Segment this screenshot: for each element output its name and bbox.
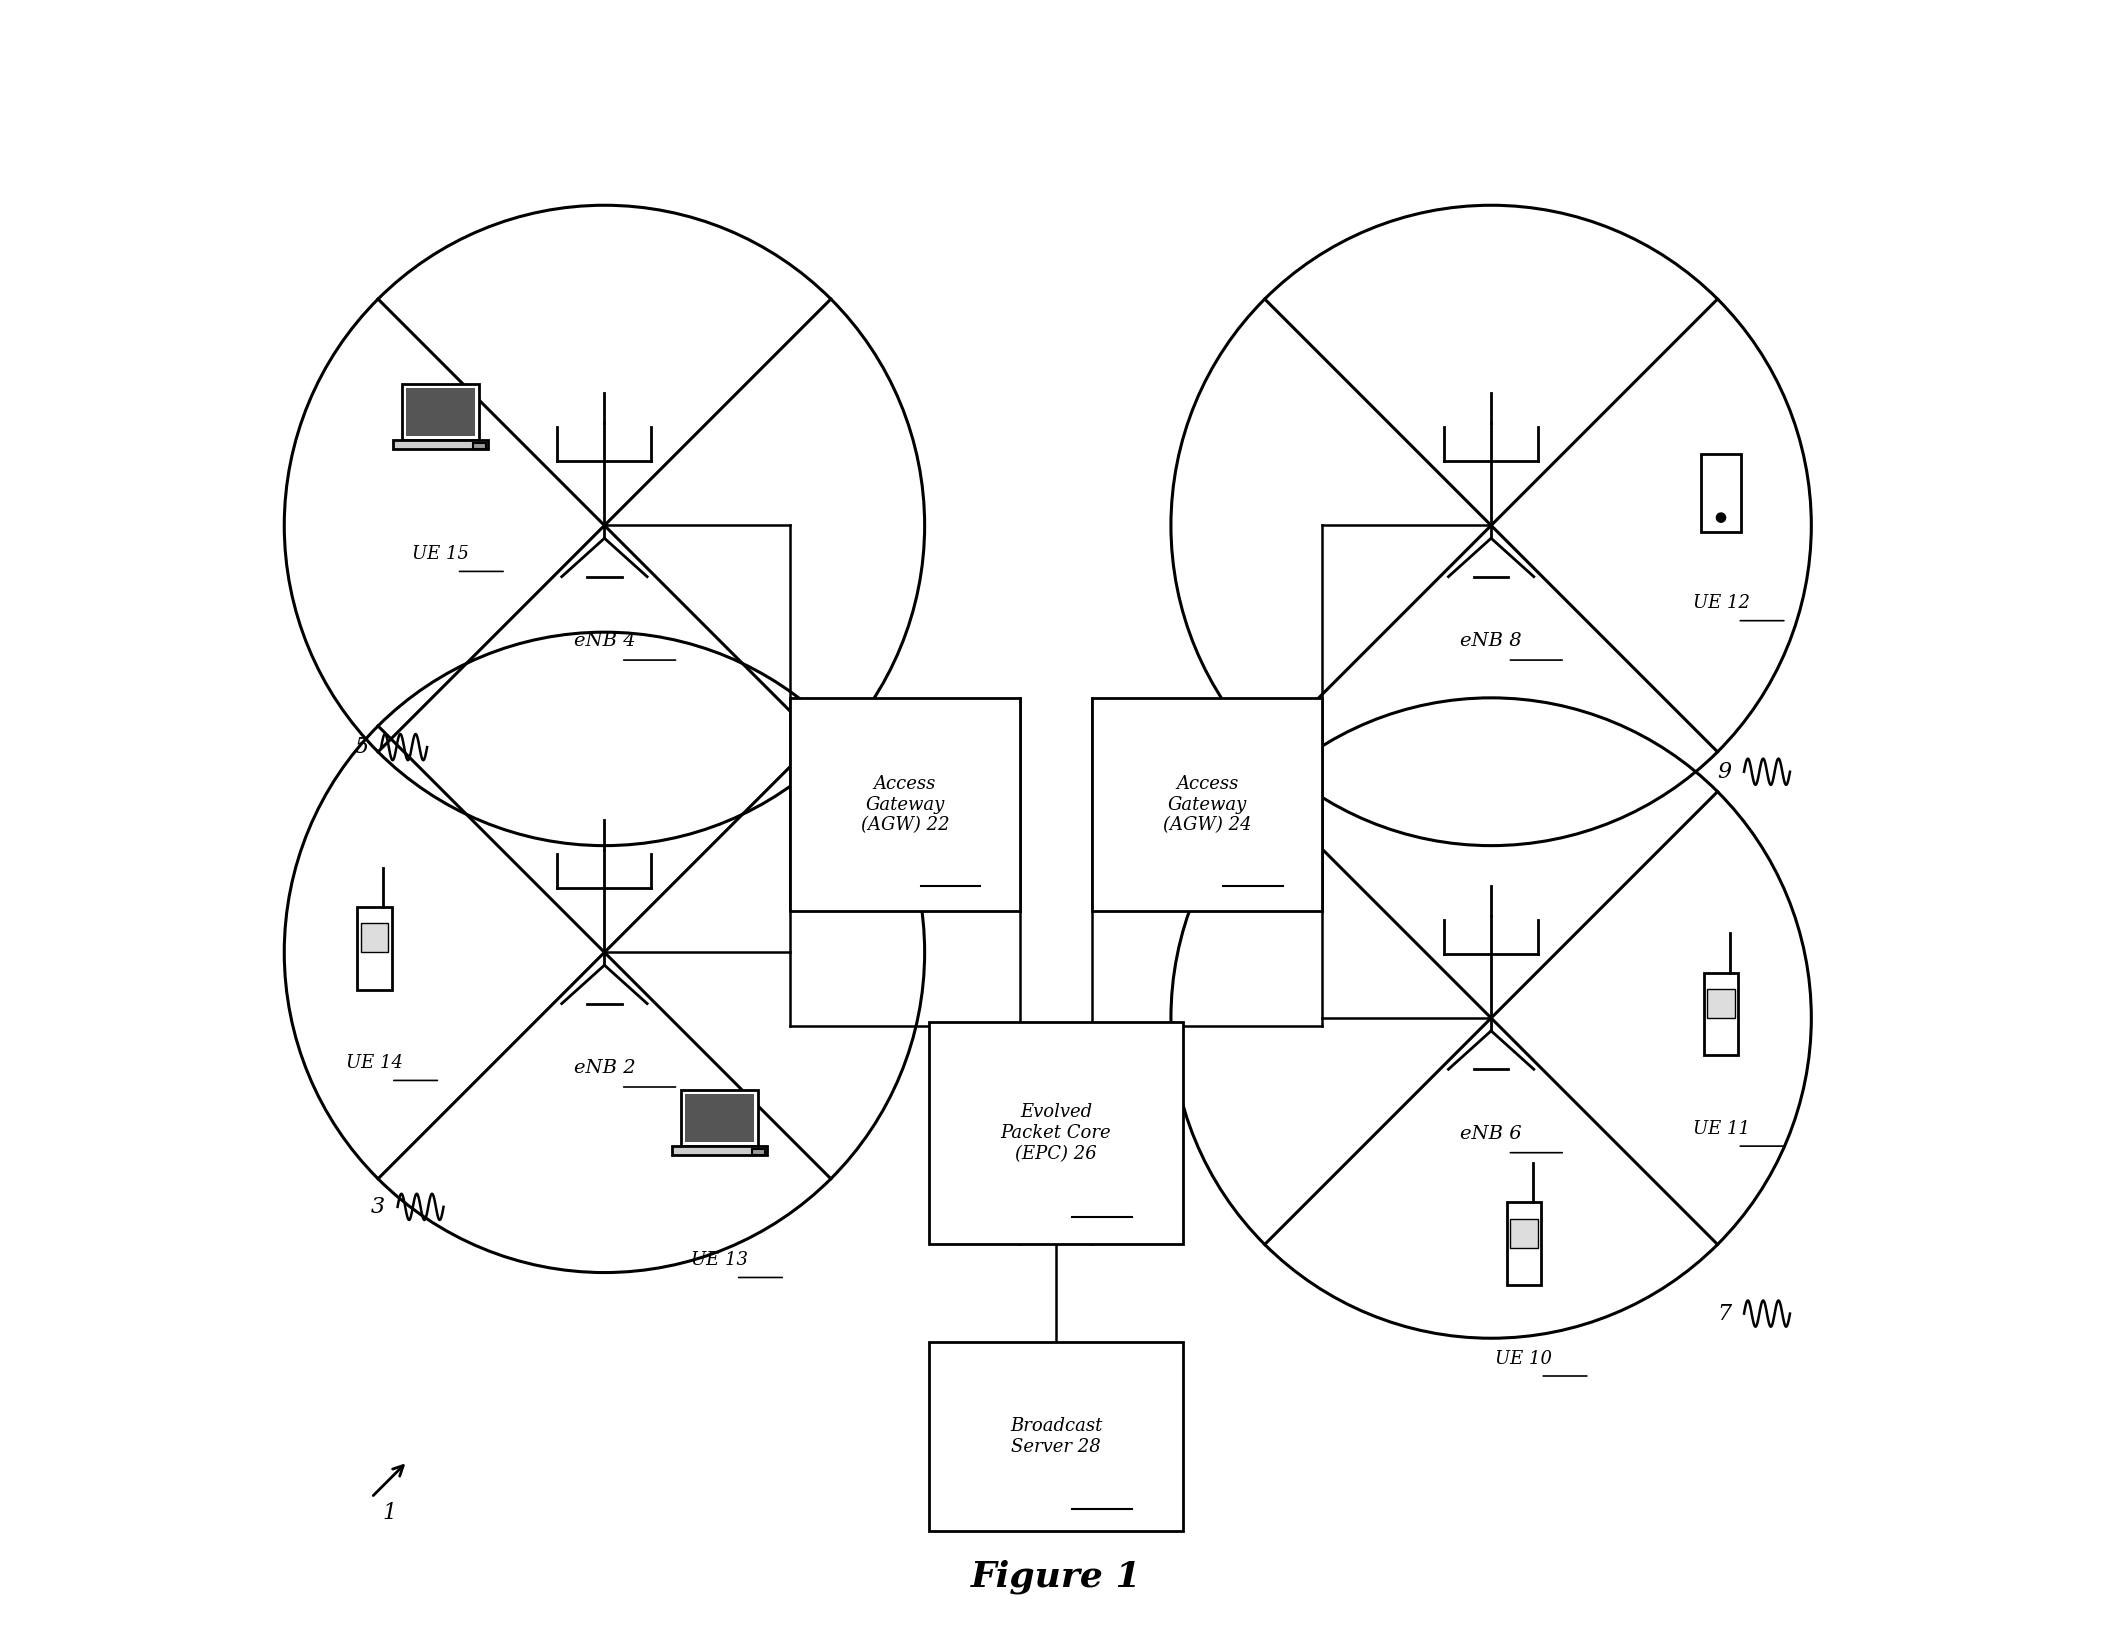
Bar xyxy=(929,1343,1183,1530)
Bar xyxy=(406,389,475,437)
Bar xyxy=(357,906,393,990)
Bar xyxy=(1706,988,1734,1018)
Text: Access
Gateway
(AGW) 22: Access Gateway (AGW) 22 xyxy=(860,775,948,834)
Bar xyxy=(1510,1218,1538,1248)
Bar xyxy=(684,1095,754,1143)
Text: eNB 6: eNB 6 xyxy=(1459,1125,1523,1143)
Text: UE 14: UE 14 xyxy=(346,1054,403,1072)
Bar xyxy=(393,440,488,450)
Text: UE 10: UE 10 xyxy=(1495,1350,1552,1368)
Text: Evolved
Packet Core
(EPC) 26: Evolved Packet Core (EPC) 26 xyxy=(1001,1103,1111,1163)
Text: 9: 9 xyxy=(1717,760,1732,783)
Text: eNB 4: eNB 4 xyxy=(574,632,636,650)
Text: 3: 3 xyxy=(372,1195,384,1218)
Text: 1: 1 xyxy=(382,1502,397,1524)
Text: Figure 1: Figure 1 xyxy=(972,1558,1140,1594)
Bar xyxy=(790,698,1020,911)
Bar xyxy=(752,1149,765,1156)
Text: UE 12: UE 12 xyxy=(1692,594,1749,612)
Bar xyxy=(672,1146,767,1156)
Bar xyxy=(929,1021,1183,1245)
Bar xyxy=(680,1090,758,1146)
Bar xyxy=(1704,972,1738,1056)
Text: eNB 2: eNB 2 xyxy=(574,1059,636,1077)
Circle shape xyxy=(1717,512,1726,522)
Bar xyxy=(1092,698,1322,911)
Text: 5: 5 xyxy=(355,736,367,759)
Text: 7: 7 xyxy=(1717,1302,1732,1325)
Bar xyxy=(1506,1202,1542,1286)
Text: UE 13: UE 13 xyxy=(691,1251,748,1269)
Bar xyxy=(401,384,479,440)
Text: UE 15: UE 15 xyxy=(412,545,469,563)
Bar xyxy=(1702,453,1740,532)
Bar xyxy=(473,443,486,450)
Text: eNB 8: eNB 8 xyxy=(1459,632,1523,650)
Text: Access
Gateway
(AGW) 24: Access Gateway (AGW) 24 xyxy=(1164,775,1252,834)
Bar xyxy=(361,923,389,952)
Text: Broadcast
Server 28: Broadcast Server 28 xyxy=(1010,1417,1102,1456)
Text: UE 11: UE 11 xyxy=(1692,1120,1749,1138)
